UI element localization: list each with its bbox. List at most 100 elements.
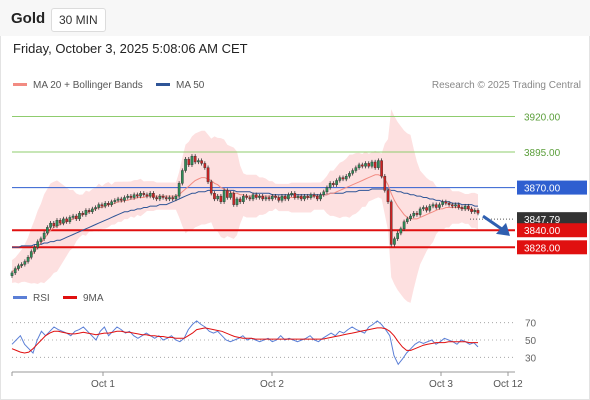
candle-body — [126, 195, 130, 198]
candle-body — [261, 195, 264, 200]
candle-body — [467, 205, 470, 210]
datetime-label: Friday, October 3, 2025 5:08:06 AM CET — [13, 41, 248, 56]
candle-body — [332, 183, 335, 185]
candle-body — [17, 265, 20, 269]
level-label-3828.00: 3828.00 — [524, 243, 561, 254]
candle-body — [81, 212, 85, 215]
candle-body — [184, 158, 187, 171]
candle-body — [71, 215, 75, 218]
candle-body — [226, 190, 229, 198]
candle-body — [315, 195, 319, 200]
candle-body — [129, 195, 133, 198]
candle-body — [171, 197, 175, 200]
candle-body — [242, 195, 245, 202]
candle-body — [49, 222, 52, 228]
rsi-swatch — [13, 295, 27, 299]
candle-body — [412, 212, 416, 217]
level-label-3870.00: 3870.00 — [524, 184, 561, 195]
candle-body — [91, 208, 94, 212]
rsi-line — [11, 320, 479, 366]
ma20-swatch — [13, 82, 27, 86]
candle-body — [206, 167, 210, 183]
level-label-3847.79: 3847.79 — [524, 215, 561, 226]
candle-body — [463, 205, 467, 210]
candle-body — [287, 194, 290, 200]
candle-body — [136, 194, 139, 197]
candle-body — [299, 195, 303, 200]
candle-body — [290, 193, 293, 195]
candle-body — [373, 161, 377, 168]
candle-body — [348, 173, 351, 177]
legend-label-9ma: 9MA — [83, 293, 104, 304]
candle-body — [399, 228, 403, 234]
candle-body — [418, 208, 422, 215]
candle-body — [197, 160, 200, 163]
ma50-swatch — [156, 82, 170, 86]
candle-body — [274, 195, 277, 198]
candle-body — [319, 194, 322, 200]
candle-body — [264, 197, 268, 200]
x-tick-label-Oct 1: Oct 1 — [91, 379, 115, 390]
candle-body — [283, 195, 287, 200]
timeframe-button[interactable]: 30 MIN — [51, 8, 106, 32]
candle-body — [148, 193, 152, 197]
candle-body — [293, 193, 297, 198]
candle-body — [360, 164, 364, 167]
candle-body — [351, 170, 354, 174]
candle-body — [229, 193, 232, 198]
candle-body — [238, 198, 242, 202]
candle-body — [415, 212, 419, 215]
bollinger-band — [12, 109, 478, 303]
candle-body — [277, 197, 281, 201]
candle-body — [306, 195, 309, 198]
candle-body — [42, 232, 46, 239]
candle-body — [457, 204, 461, 208]
candle-body — [245, 195, 248, 198]
candle-body — [62, 218, 65, 224]
legend-label-ma50: MA 50 — [176, 80, 205, 91]
candle-body — [386, 190, 390, 202]
candle-body — [181, 170, 184, 184]
x-tick-label-Oct 12: Oct 12 — [493, 379, 523, 390]
level-label-3895.00: 3895.00 — [524, 148, 561, 159]
candle-body — [107, 203, 110, 205]
candle-body — [55, 220, 59, 227]
legend-item-ma50: MA 50 — [156, 80, 204, 91]
symbol-title: Gold — [11, 10, 46, 27]
candle-body — [219, 195, 223, 202]
candle-body — [13, 268, 17, 274]
candle-body — [222, 190, 226, 202]
candle-body — [431, 204, 435, 207]
candle-body — [460, 207, 464, 210]
candle-body — [36, 241, 40, 248]
rsi-9ma-line — [11, 327, 478, 354]
candle-body — [425, 207, 428, 211]
legend-label-ma20: MA 20 + Bollinger Bands — [33, 80, 143, 91]
candle-body — [405, 218, 409, 222]
candle-body — [139, 193, 142, 197]
candle-body — [341, 177, 345, 180]
candle-body — [454, 204, 457, 207]
candle-body — [444, 201, 448, 204]
candle-body — [393, 238, 396, 245]
candle-body — [190, 156, 194, 166]
candle-body — [367, 163, 371, 167]
candle-body — [65, 218, 68, 222]
candle-body — [68, 217, 72, 222]
candle-body — [193, 156, 197, 163]
candle-body — [235, 198, 239, 205]
candle-body — [312, 194, 316, 197]
candle-body — [428, 205, 432, 211]
level-label-3920.00: 3920.00 — [524, 112, 561, 123]
candle-body — [338, 177, 342, 181]
candle-body — [20, 264, 23, 266]
candle-body — [409, 215, 412, 220]
candle-body — [258, 195, 261, 198]
rsi-tick-30: 30 — [525, 353, 537, 364]
level-label-3840.00: 3840.00 — [524, 226, 561, 237]
candle-body — [33, 247, 36, 252]
candle-body — [213, 193, 216, 200]
candle-body — [158, 195, 162, 200]
candle-body — [271, 195, 274, 200]
legend-item-rsi: RSI — [13, 293, 50, 304]
